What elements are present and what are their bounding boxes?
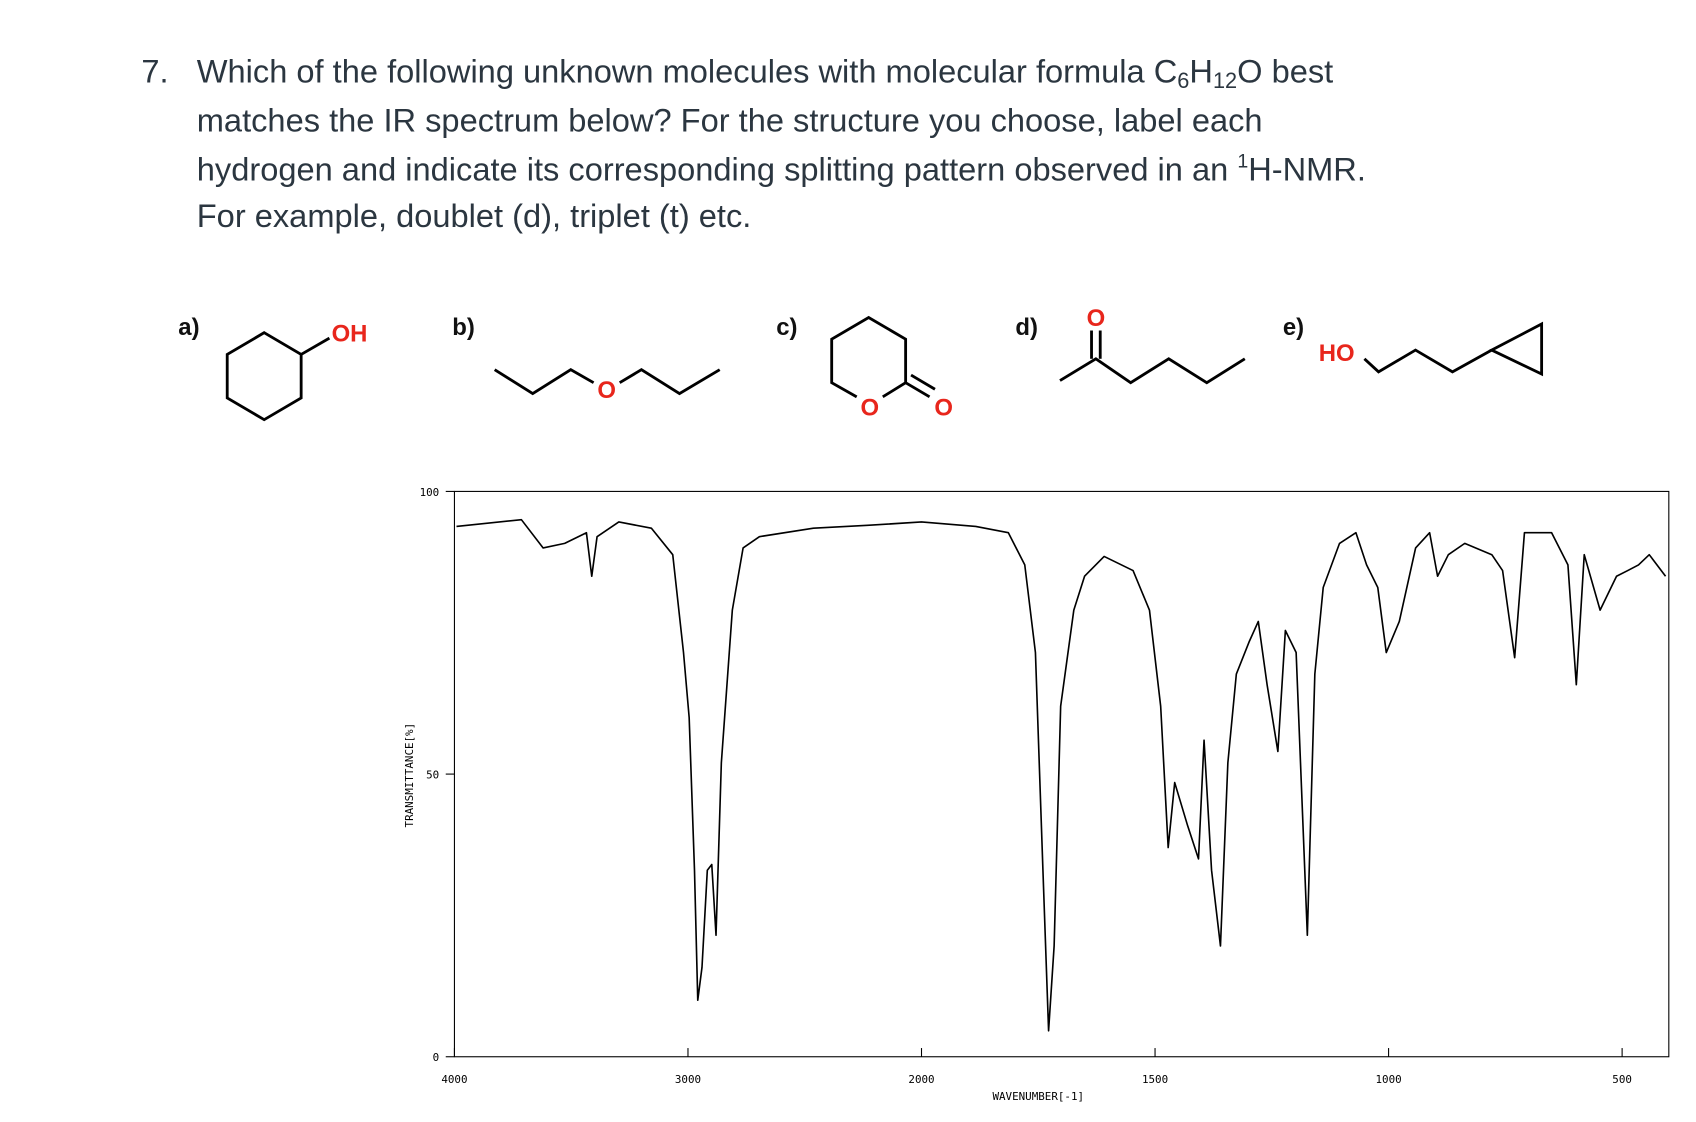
- chain: [1059, 357, 1246, 385]
- x-tick-label: 4000: [441, 1073, 467, 1086]
- y-axis-label: TRANSMITTANCE[%]: [403, 723, 416, 828]
- subscript: 6: [1177, 68, 1189, 93]
- text: H: [1189, 53, 1213, 90]
- atom-label: HO: [1319, 340, 1355, 367]
- atom-label: O: [597, 377, 616, 404]
- ring: [225, 331, 303, 422]
- question-number: 7.: [141, 53, 168, 90]
- spectrum-line: [456, 518, 1667, 1032]
- atom-label: OH: [332, 320, 368, 347]
- option-label: d): [1015, 314, 1038, 341]
- subscript: 12: [1213, 68, 1237, 93]
- bond: [904, 381, 931, 399]
- text: hydrogen and indicate its corresponding …: [197, 150, 1238, 187]
- text: O best: [1237, 53, 1333, 90]
- atom-label: O: [934, 394, 953, 421]
- x-tick-label: 1500: [1142, 1073, 1168, 1086]
- ring: [1488, 321, 1544, 377]
- x-tick-label: 3000: [675, 1073, 701, 1086]
- x-tick-label: 1000: [1376, 1073, 1402, 1086]
- atom-label: O: [860, 394, 879, 421]
- y-tick-label: 100: [420, 486, 440, 499]
- x-tick-label: 2000: [908, 1073, 934, 1086]
- text: matches the IR spectrum below? For the s…: [197, 102, 1263, 139]
- chain: [1363, 348, 1493, 374]
- superscript: 1: [1237, 150, 1248, 172]
- text: Which of the following unknown molecules…: [197, 53, 1178, 90]
- text: For example, doublet (d), triplet (t) et…: [197, 197, 752, 234]
- chain: [618, 367, 721, 396]
- bond: [300, 336, 331, 356]
- ir-spectrum: WAVENUMBER[-1] TRANSMITTANCE[%] 10050040…: [403, 486, 1670, 1103]
- atom-label: O: [1087, 305, 1106, 332]
- option-label: c): [776, 314, 797, 341]
- plot-frame: [453, 490, 1670, 1058]
- question-line: hydrogen and indicate its corresponding …: [197, 150, 1366, 187]
- y-tick-label: 50: [426, 768, 439, 781]
- y-tick-label: 0: [433, 1051, 440, 1064]
- option-label: b): [452, 314, 475, 341]
- bond: [910, 373, 936, 391]
- text: H-NMR.: [1248, 150, 1366, 187]
- question-line: matches the IR spectrum below? For the s…: [197, 102, 1263, 139]
- x-tick-label: 500: [1612, 1073, 1632, 1086]
- question-line: For example, doublet (d), triplet (t) et…: [197, 197, 752, 234]
- option-label: a): [178, 314, 199, 341]
- x-axis-label: WAVENUMBER[-1]: [992, 1090, 1084, 1103]
- ring: [830, 315, 908, 399]
- option-label: e): [1283, 314, 1304, 341]
- question-line: Which of the following unknown molecules…: [197, 53, 1333, 93]
- chain: [493, 368, 595, 396]
